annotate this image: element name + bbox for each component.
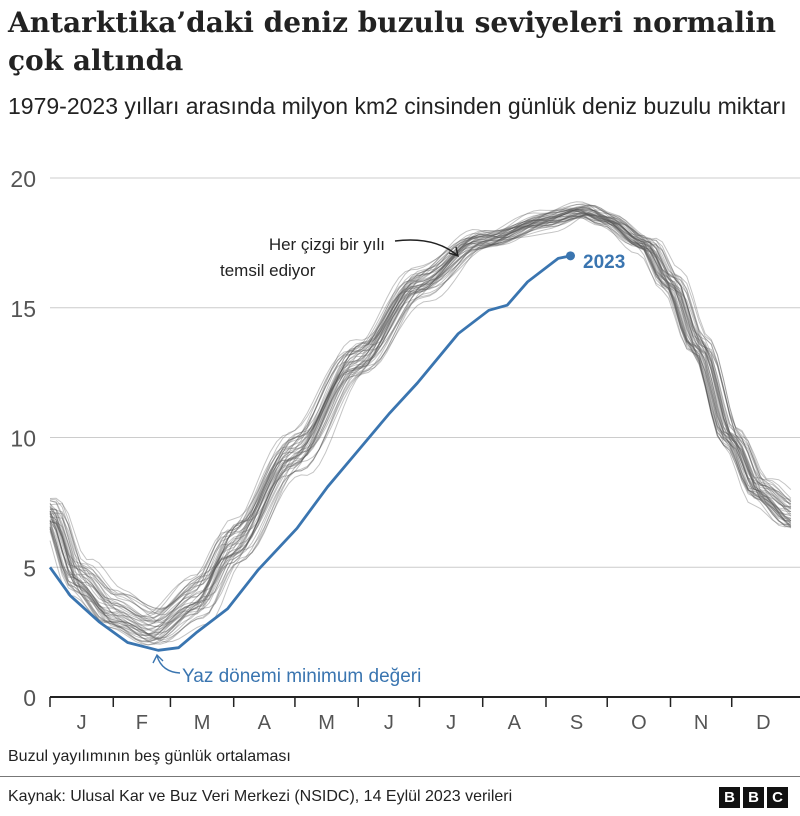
- year-line-2000: [49, 207, 792, 614]
- y-tick-label: 0: [23, 685, 36, 711]
- chart-subtitle: 1979-2023 yılları arasında milyon km2 ci…: [8, 93, 787, 119]
- x-tick-label: M: [318, 712, 335, 734]
- year-line-1987: [49, 203, 791, 623]
- year-line-2012: [49, 208, 791, 637]
- x-tick-label: J: [384, 712, 394, 734]
- year-line-1991: [49, 214, 792, 634]
- year-line-1990: [49, 209, 792, 640]
- y-tick-label: 20: [10, 166, 36, 192]
- year-line-2004: [49, 207, 792, 624]
- year-line-2011: [49, 201, 791, 615]
- year-line-2022: [49, 212, 792, 627]
- x-tick-label: J: [446, 712, 456, 734]
- year-line-1983: [49, 209, 792, 618]
- x-tick-label: S: [570, 712, 583, 734]
- x-tick-label: J: [77, 712, 87, 734]
- year-line-2017: [49, 213, 791, 643]
- year-line-2019: [49, 206, 792, 622]
- year-line-2009: [49, 211, 791, 630]
- years-note-arrow: [394, 239, 459, 258]
- year-line-1996: [49, 209, 792, 643]
- year-line-2015: [49, 204, 792, 611]
- year-line-1993: [49, 204, 792, 624]
- series-endpoint-2023: [565, 251, 575, 261]
- year-line-1984: [49, 214, 792, 645]
- year-line-2008: [49, 212, 791, 637]
- year-line-2001: [49, 212, 791, 631]
- year-line-1982: [49, 209, 792, 618]
- year-line-2018: [49, 203, 792, 616]
- minimum-note-arrow: [152, 653, 181, 674]
- year-line-1995: [49, 212, 792, 641]
- y-tick-label: 5: [23, 555, 36, 581]
- year-line-2005: [49, 214, 792, 635]
- minimum-note: Yaz dönemi minimum değeri: [182, 666, 421, 687]
- year-line-1989: [49, 215, 791, 646]
- x-tick-label: F: [136, 712, 148, 734]
- chart-title: Antarktika’daki deniz buzulu seviyeleri …: [8, 6, 776, 77]
- year-line-1980: [49, 204, 792, 610]
- source-text: Kaynak: Ulusal Kar ve Buz Veri Merkezi (…: [8, 788, 513, 805]
- series-line-2023: [48, 254, 571, 652]
- x-tick-label: O: [631, 712, 647, 734]
- y-tick-label: 10: [10, 426, 36, 452]
- divider: [0, 776, 800, 777]
- year-line-2016: [49, 212, 792, 636]
- year-line-1999: [49, 217, 792, 639]
- year-line-1994: [49, 208, 792, 646]
- year-line-2013: [49, 213, 792, 644]
- highlight-label: 2023: [583, 252, 625, 273]
- year-line-2020: [49, 208, 792, 628]
- years-note-line2: temsil ediyor: [220, 261, 316, 280]
- x-tick-label: M: [194, 712, 211, 734]
- year-line-2003: [49, 215, 791, 636]
- year-line-2014: [49, 207, 791, 627]
- year-line-1992: [49, 213, 792, 626]
- years-note-line1: Her çizgi bir yılı: [269, 235, 385, 254]
- year-line-1988: [49, 206, 792, 640]
- year-line-1998: [49, 209, 792, 641]
- x-tick-label: A: [258, 712, 272, 734]
- year-line-2007: [49, 215, 792, 642]
- x-tick-label: D: [756, 712, 770, 734]
- year-line-1981: [49, 213, 792, 631]
- x-tick-label: A: [508, 712, 522, 734]
- y-tick-label: 15: [10, 296, 36, 322]
- year-line-1985: [49, 210, 791, 617]
- year-line-2010: [49, 206, 792, 610]
- year-line-1997: [49, 214, 792, 639]
- year-line-2006: [49, 216, 792, 643]
- chart-note: Buzul yayılımının beş günlük ortalaması: [8, 748, 291, 765]
- year-line-2002: [49, 210, 791, 635]
- year-line-1986: [49, 208, 792, 620]
- x-tick-label: N: [694, 712, 708, 734]
- year-line-1979: [49, 208, 791, 622]
- year-line-2021: [49, 209, 791, 622]
